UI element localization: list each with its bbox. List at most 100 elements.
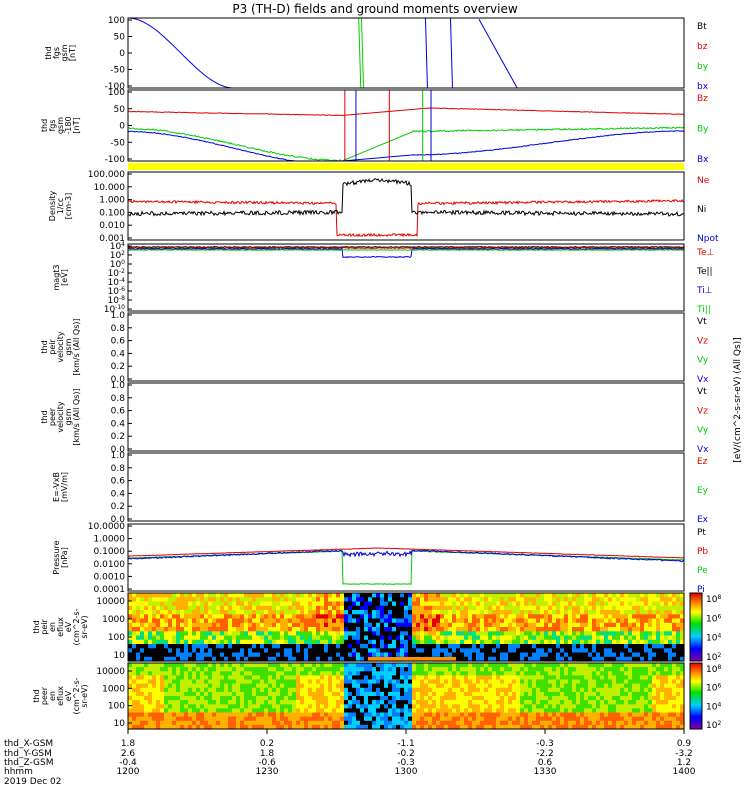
peir_vel-ytick-label: 1.0 [111, 311, 126, 321]
peer_vel-ytick-label: 0.8 [111, 394, 126, 404]
density-ylabel-line: 1/cc [56, 198, 65, 215]
time-axis-tick-z: 0.6 [538, 758, 553, 768]
fgs_clipped-ylabel: thd fgs gsm -180 [nT] [40, 116, 81, 134]
fgs_clipped-ylabel-line: fgs [48, 119, 57, 131]
peir_eflux-yticks: 10000 1000 100 10 [96, 597, 132, 661]
efield-ytick-label: 1.0 [111, 451, 126, 461]
density-ytick-label: 0.010 [99, 221, 125, 231]
time-axis-tick-x: 0.9 [677, 739, 692, 749]
pressure-pb-trace [127, 547, 685, 559]
peer_eflux-colorbar-tick: 108 [706, 664, 721, 675]
peer_vel-frame [127, 382, 685, 452]
peir_eflux-ylabel-line: thd [32, 620, 41, 633]
peir_eflux-ylabel-line: eflux [56, 617, 65, 637]
efield-ylabel: E=-VxB [mV/m] [52, 472, 69, 502]
peir_eflux-ylabel-line: peir [40, 619, 49, 635]
density-ylabel: Density 1/cc [cm-3] [48, 191, 73, 222]
panel-efield: 1.0 0.8 0.6 0.4 0.2 0.0 Ez Ey Ex E=-VxB [mV/m] [52, 451, 709, 525]
efield-ylabel-line: [mV/m] [60, 472, 69, 502]
peir_eflux-frame [127, 592, 685, 662]
peir_vel-ytick-label: 0.2 [111, 362, 125, 372]
density-ytick-label: 0.001 [99, 234, 125, 244]
density-frame [127, 171, 685, 241]
peer_eflux-ylabel-line: eV [64, 690, 73, 701]
temp-ytick-label: 10-10 [104, 304, 125, 315]
fgs-by-trace [128, 126, 685, 162]
efield-legend: Ez Ey Ex [697, 457, 709, 525]
fgs-bx-trace [424, 17, 428, 89]
peer_eflux-ylabel-line: thd [32, 689, 41, 702]
colorbar-label: [eV/(cm^2-s-sr-eV) (All Qs)] [733, 337, 743, 462]
pressure-legend-green: Pe [697, 566, 708, 576]
density-ylabel-line: Density [48, 191, 57, 222]
peir_vel-legend-red: Vz [697, 336, 708, 346]
peer_vel-legend-blue: Vx [697, 445, 709, 455]
pressure-legend: Pt Pb Pe Pi [697, 528, 708, 595]
efield-yticks: 1.0 0.8 0.6 0.4 0.2 0.0 [111, 451, 132, 525]
time-axis-tick-z: 1.2 [677, 758, 691, 768]
peer_eflux-ylabel: thd peer en eflux eV (cm^2-s-sr-eV) [32, 677, 89, 714]
density-ni-trace [128, 177, 685, 217]
peir_vel-ytick-label: 0.0 [111, 375, 126, 385]
peer_eflux-ylabel-line: en [48, 691, 57, 701]
temp-legend: Te⊥ Te|| Ti⊥ Ti|| [696, 248, 715, 315]
pressure-pi-trace [128, 549, 685, 563]
fgs_clipped-ylabel-line: -180 [64, 116, 73, 134]
peir_vel-legend-blue: Vx [697, 375, 709, 385]
density-legend-black: Ni [697, 205, 706, 215]
panel-peir_vel: 1.0 0.8 0.6 0.4 0.2 0.0 Vt Vz Vy Vx thd peir velocit… [40, 311, 709, 385]
panel-peir_eflux: 108 106 104 102 10000 1000 100 10 thd peir en eflux… [32, 592, 721, 663]
efield-legend-green: Ey [697, 486, 709, 496]
density-legend: Ne Ni Npot [697, 176, 719, 244]
peer_vel-ytick-label: 0.6 [111, 407, 126, 417]
fgs-by-trace [361, 17, 365, 89]
temp-ytick-label: 10-2 [108, 268, 126, 279]
efield-legend-blue: Ex [697, 515, 709, 525]
pressure-ylabel-line: [nPa] [60, 547, 69, 568]
time-axis-tick-x: 0.2 [260, 739, 274, 749]
temp-ytick-label: 10-6 [108, 286, 126, 297]
density-ytick-label: 1.000 [99, 196, 125, 206]
temp-ytick-label: 102 [110, 250, 125, 261]
fgs-legend-red: bz [697, 42, 708, 52]
time-axis-row-label: thd_Z-GSM [4, 758, 53, 768]
fgs-ylabel: thd fgs gsm [nT] [44, 44, 77, 61]
time-axis-tick-y: 2.6 [121, 749, 136, 759]
temp-legend-red: Te⊥ [696, 248, 715, 258]
panel-peer_vel: 1.0 0.8 0.6 0.4 0.2 0.0 Vt Vz Vy Vx thd peer velocit… [40, 381, 709, 455]
fgs_clipped-legend-red: Bz [697, 94, 708, 104]
pressure-ylabel: Pressure [nPa] [52, 540, 69, 574]
peir_eflux-ytick-label: 10 [114, 651, 126, 661]
density-ytick-label: 100.000 [88, 170, 125, 180]
temp-ytick-label: 104 [110, 241, 125, 252]
time-axis-tick-hhmm: 1200 [117, 767, 140, 777]
fgs_clipped-frame [127, 89, 685, 162]
peer_vel-ylabel-line: thd [40, 410, 49, 423]
temp-traces [127, 245, 685, 259]
density-ne-trace [127, 198, 685, 238]
density-ytick-label: 0.100 [99, 208, 125, 218]
fgs-legend-black: Bt [697, 22, 707, 32]
fgs_clipped-ylabel-line: gsm [56, 117, 65, 134]
time-axis-tick-x: 1.8 [121, 739, 136, 749]
figure-title: P3 (TH-D) fields and ground moments over… [232, 2, 517, 16]
peer_eflux-ytick-label: 100 [108, 702, 125, 712]
peir_eflux-colorbar-tick: 108 [706, 594, 721, 605]
efield-frame [127, 452, 685, 522]
peer_eflux-ylabel-line: sr-eV) [80, 684, 89, 707]
density-legend-blue: Npot [697, 234, 719, 244]
fgs-ytick-label: 50 [114, 33, 126, 43]
peir_vel-ytick-label: 0.8 [111, 324, 126, 334]
fgs-ylabel-line: fgs [52, 47, 61, 59]
fgs-bx-trace [449, 17, 453, 89]
pressure-ytick-label: 0.0100 [94, 560, 126, 570]
peer_eflux-colorbar-tick: 106 [706, 683, 721, 694]
density-legend-red: Ne [697, 176, 710, 186]
peir_eflux-ytick-label: 10000 [96, 597, 125, 607]
peer_eflux-ylabel-line: (cm^2-s- [72, 677, 81, 714]
peir_vel-ylabel-line: velocity [56, 331, 65, 363]
fgs-yticks: 100 50 0 -50 -100 [105, 16, 132, 92]
